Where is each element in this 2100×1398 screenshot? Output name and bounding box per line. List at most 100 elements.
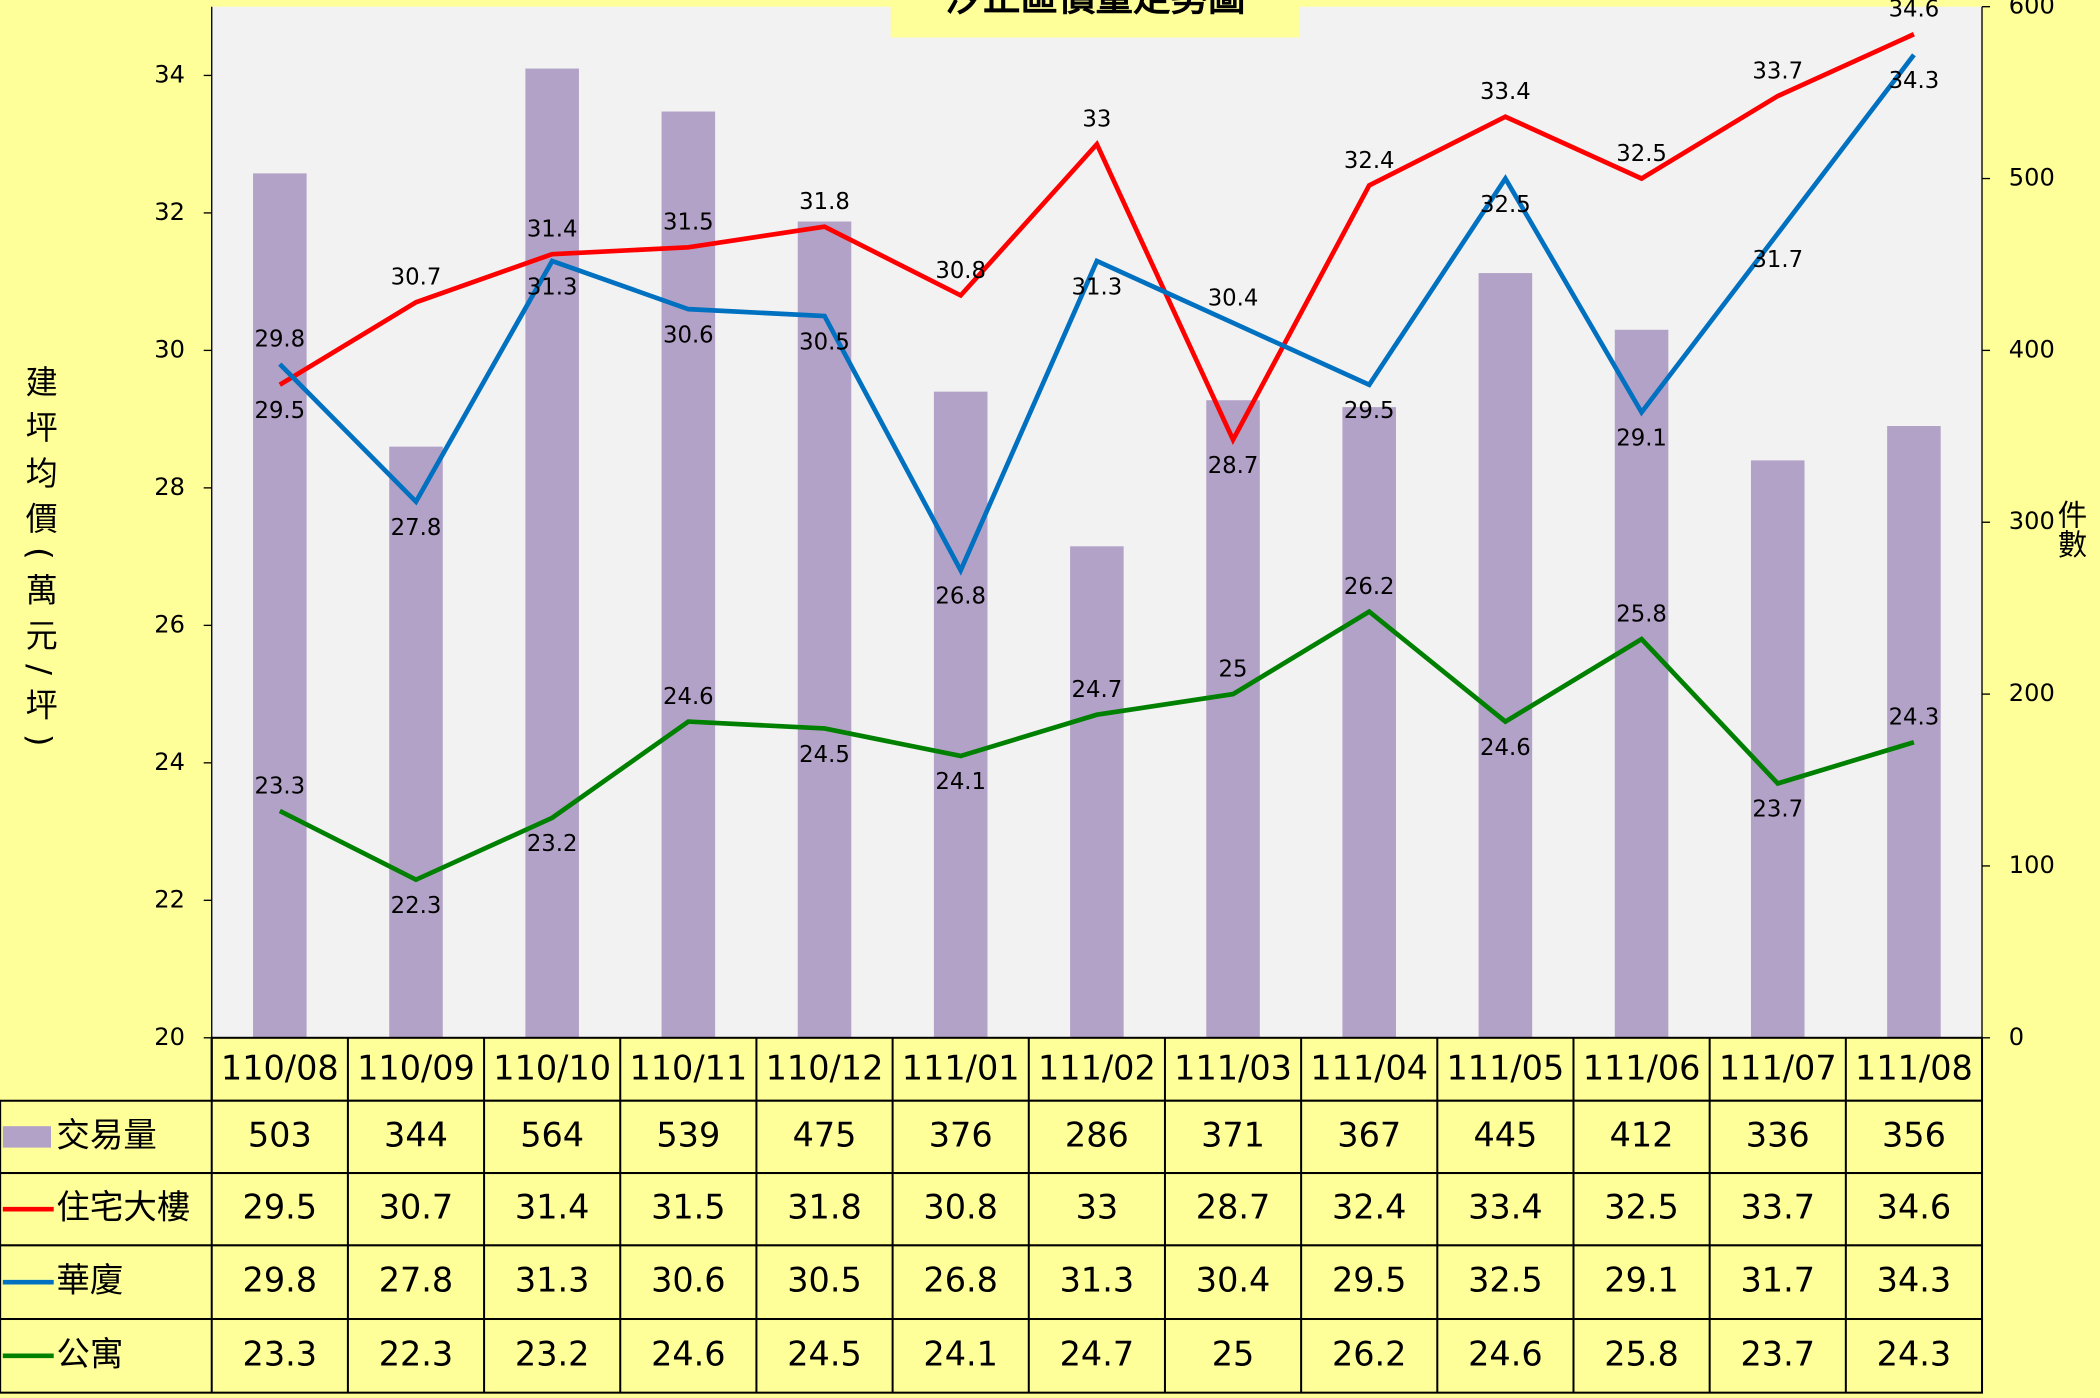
data-label: 24.1 <box>935 769 986 795</box>
table-cell: 31.8 <box>787 1188 862 1227</box>
table-cell: 30.8 <box>923 1188 998 1227</box>
legend-label: 交易量 <box>56 1115 156 1154</box>
title-box <box>890 0 1300 38</box>
y-tick-label: 26 <box>154 610 185 638</box>
y2-tick-label: 200 <box>2009 679 2055 707</box>
table-cell: 336 <box>1746 1115 1810 1154</box>
table-cell: 23.2 <box>515 1334 590 1373</box>
data-label: 29.5 <box>1344 398 1395 424</box>
data-label: 25 <box>1219 656 1248 682</box>
table-cell: 344 <box>384 1115 448 1154</box>
y2-tick-label: 600 <box>2009 0 2055 20</box>
x-tick-label: 111/01 <box>902 1048 1020 1087</box>
data-label: 31.7 <box>1752 247 1803 273</box>
data-label: 31.4 <box>527 217 578 243</box>
table-cell: 30.7 <box>379 1188 454 1227</box>
table-cell: 24.1 <box>923 1334 998 1373</box>
table-cell: 31.4 <box>515 1188 590 1227</box>
data-label: 26.2 <box>1344 574 1395 600</box>
table-cell: 503 <box>248 1115 312 1154</box>
legend-label: 公寓 <box>56 1334 123 1373</box>
legend-swatch <box>2 1126 52 1148</box>
table-cell: 24.5 <box>787 1334 862 1373</box>
bar <box>1070 546 1124 1038</box>
bar <box>1206 400 1260 1038</box>
table-cell: 475 <box>793 1115 857 1154</box>
data-label: 24.6 <box>1480 735 1531 761</box>
y2-tick-label: 500 <box>2009 164 2055 192</box>
bar <box>1342 407 1397 1038</box>
table-cell: 367 <box>1337 1115 1401 1154</box>
table-cell: 29.5 <box>243 1188 318 1227</box>
table-cell: 25 <box>1212 1334 1255 1373</box>
y-tick-label: 24 <box>154 748 185 776</box>
data-label: 30.5 <box>799 329 850 355</box>
table-cell: 29.8 <box>243 1261 318 1300</box>
x-tick-label: 111/06 <box>1583 1048 1701 1087</box>
table-cell: 33.4 <box>1468 1188 1543 1227</box>
y2-axis-label: 件數 <box>2054 499 2088 558</box>
data-label: 26.8 <box>935 584 986 610</box>
data-label: 32.5 <box>1480 192 1531 218</box>
data-label: 27.8 <box>391 515 442 541</box>
y-axis-label: 建坪均價(萬元/坪) <box>21 365 59 760</box>
x-tick-label: 111/07 <box>1719 1048 1837 1087</box>
table-cell: 286 <box>1065 1115 1129 1154</box>
table-cell: 23.3 <box>243 1334 318 1373</box>
data-label: 28.7 <box>1208 453 1259 479</box>
x-tick-label: 110/11 <box>629 1048 747 1087</box>
y2-tick-label: 100 <box>2009 851 2055 879</box>
table-cell: 23.7 <box>1740 1334 1815 1373</box>
table-cell: 26.2 <box>1332 1334 1407 1373</box>
bar <box>1478 273 1533 1038</box>
table-cell: 24.7 <box>1060 1334 1135 1373</box>
data-label: 31.3 <box>527 274 578 300</box>
legend-label: 華廈 <box>56 1261 123 1300</box>
line <box>278 32 1915 446</box>
bar <box>525 68 579 1038</box>
data-label: 22.3 <box>391 893 442 919</box>
table-row <box>210 1036 1984 1102</box>
bar <box>933 391 988 1038</box>
bar <box>797 221 852 1038</box>
data-label: 33 <box>1082 107 1111 133</box>
x-tick-label: 110/12 <box>766 1048 884 1087</box>
data-label: 34.6 <box>1889 0 1940 23</box>
table-cell: 356 <box>1882 1115 1946 1154</box>
x-tick-label: 111/03 <box>1174 1048 1292 1087</box>
table-cell: 371 <box>1201 1115 1265 1154</box>
data-label: 23.7 <box>1752 797 1803 823</box>
data-label: 23.2 <box>527 831 578 857</box>
data-label: 24.6 <box>663 684 714 710</box>
data-label: 33.7 <box>1752 58 1803 84</box>
table-cell: 32.5 <box>1604 1188 1679 1227</box>
bar <box>1614 329 1669 1038</box>
chart-title: 汐止區價量走勢圖 <box>946 0 1246 19</box>
table-cell: 24.6 <box>651 1334 726 1373</box>
x-tick-label: 111/08 <box>1855 1048 1973 1087</box>
table-cell: 30.5 <box>787 1261 862 1300</box>
data-label: 30.6 <box>663 322 714 348</box>
data-label: 32.5 <box>1616 141 1667 167</box>
table-cell: 31.7 <box>1740 1261 1815 1300</box>
y2-tick-label: 300 <box>2009 507 2055 535</box>
data-label: 30.7 <box>391 265 442 291</box>
data-label: 25.8 <box>1616 602 1667 628</box>
table-cell: 28.7 <box>1196 1188 1271 1227</box>
table-cell: 412 <box>1610 1115 1674 1154</box>
y-tick-label: 20 <box>154 1023 185 1051</box>
x-tick-label: 110/10 <box>493 1048 611 1087</box>
table-cell: 30.4 <box>1196 1261 1271 1300</box>
table-cell: 22.3 <box>379 1334 454 1373</box>
table-cell: 32.5 <box>1468 1261 1543 1300</box>
table-cell: 24.3 <box>1877 1334 1952 1373</box>
table-cell: 34.3 <box>1877 1261 1952 1300</box>
table-row <box>0 1244 1984 1321</box>
y2-tick-label: 400 <box>2009 335 2055 363</box>
data-label: 31.8 <box>799 189 850 215</box>
x-tick-label: 110/08 <box>221 1048 339 1087</box>
data-label: 34.3 <box>1889 68 1940 94</box>
bar <box>1887 426 1941 1038</box>
data-label: 33.4 <box>1480 79 1531 105</box>
